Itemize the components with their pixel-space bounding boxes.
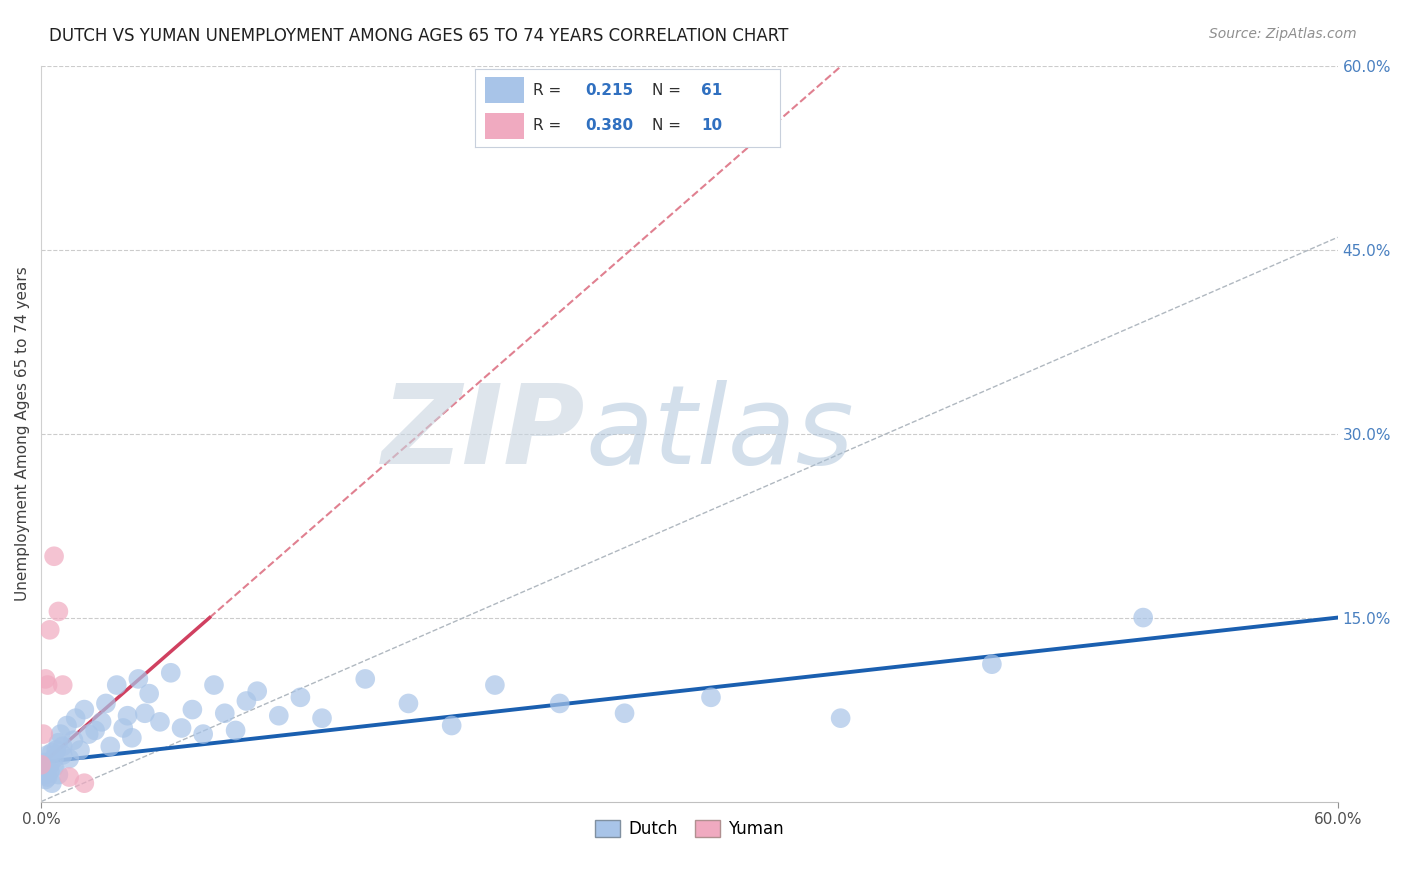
Point <box>38 757 60 772</box>
Point <box>700 690 723 705</box>
Point <box>354 672 377 686</box>
Point <box>246 684 269 698</box>
Point <box>58 770 80 784</box>
Point <box>41 746 63 760</box>
Point <box>52 747 75 762</box>
Point <box>225 723 247 738</box>
Point <box>149 714 172 729</box>
Point <box>830 711 852 725</box>
Point <box>34 767 56 781</box>
Text: atlas: atlas <box>586 380 855 487</box>
Point <box>32 760 55 774</box>
Point <box>290 690 312 705</box>
Point <box>38 623 60 637</box>
Point <box>32 727 55 741</box>
Point <box>121 731 143 745</box>
Point <box>69 743 91 757</box>
Point <box>34 756 56 770</box>
Point <box>52 739 75 754</box>
Point <box>48 736 70 750</box>
Point <box>202 678 225 692</box>
Point <box>65 711 87 725</box>
Point <box>32 764 55 778</box>
Point <box>484 678 506 692</box>
Point <box>48 604 70 618</box>
Point <box>45 743 67 757</box>
Point <box>311 711 333 725</box>
Point <box>193 727 215 741</box>
Point <box>42 549 65 564</box>
Text: Source: ZipAtlas.com: Source: ZipAtlas.com <box>1209 27 1357 41</box>
Point <box>181 702 204 716</box>
Point <box>90 714 112 729</box>
Point <box>398 697 420 711</box>
Point <box>37 770 59 784</box>
Point <box>52 678 75 692</box>
Point <box>1132 610 1154 624</box>
Point <box>105 678 128 692</box>
Point <box>37 747 59 762</box>
Point <box>112 721 135 735</box>
Point <box>42 751 65 765</box>
Point <box>37 678 59 692</box>
Point <box>48 767 70 781</box>
Point <box>138 687 160 701</box>
Y-axis label: Unemployment Among Ages 65 to 74 years: Unemployment Among Ages 65 to 74 years <box>15 266 30 601</box>
Point <box>56 718 79 732</box>
Point <box>62 733 84 747</box>
Point <box>548 697 571 711</box>
Point <box>34 672 56 686</box>
Point <box>38 764 60 778</box>
Point <box>134 706 156 721</box>
Text: DUTCH VS YUMAN UNEMPLOYMENT AMONG AGES 65 TO 74 YEARS CORRELATION CHART: DUTCH VS YUMAN UNEMPLOYMENT AMONG AGES 6… <box>49 27 789 45</box>
Point <box>73 702 96 716</box>
Point <box>159 665 181 680</box>
Point <box>34 772 56 787</box>
Point <box>77 727 100 741</box>
Point <box>613 706 636 721</box>
Point <box>30 757 52 772</box>
Point <box>170 721 193 735</box>
Point <box>127 672 149 686</box>
Point <box>267 708 290 723</box>
Point <box>42 760 65 774</box>
Point <box>117 708 139 723</box>
Point <box>214 706 236 721</box>
Point <box>235 694 257 708</box>
Point <box>49 727 72 741</box>
Point <box>98 739 121 754</box>
Point <box>440 718 463 732</box>
Text: ZIP: ZIP <box>382 380 586 487</box>
Point <box>84 723 107 738</box>
Point <box>58 751 80 765</box>
Legend: Dutch, Yuman: Dutch, Yuman <box>589 814 790 845</box>
Point <box>94 697 117 711</box>
Point <box>980 657 1002 672</box>
Point <box>41 776 63 790</box>
Point <box>73 776 96 790</box>
Point <box>30 757 52 772</box>
